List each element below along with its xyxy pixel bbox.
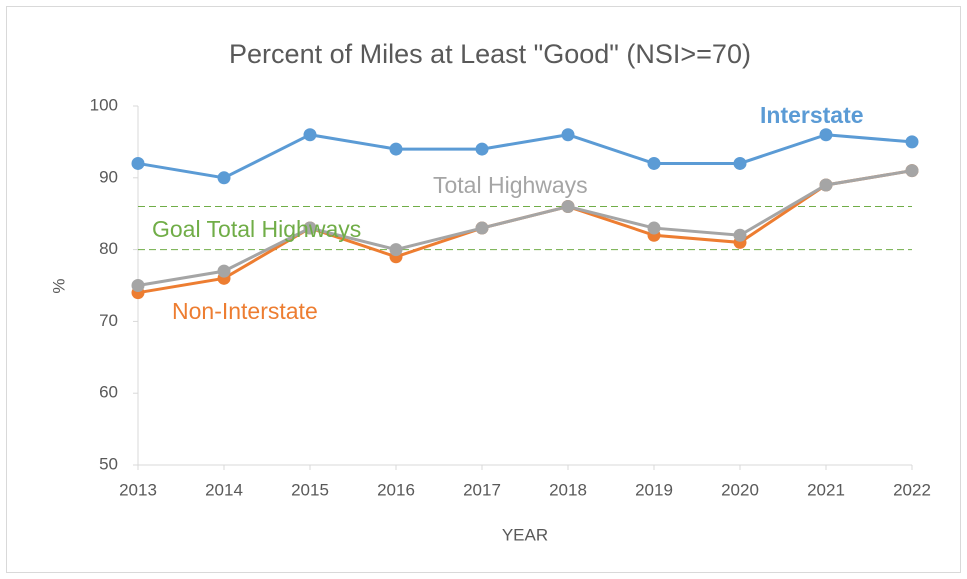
x-tick-label: 2019 (635, 480, 673, 499)
point (131, 156, 145, 170)
point (389, 142, 403, 156)
x-tick-label: 2020 (721, 480, 759, 499)
x-tick-label: 2018 (549, 480, 587, 499)
point (561, 200, 575, 214)
y-axis-label: % (49, 278, 68, 293)
series-line (137, 169, 913, 287)
annotation: Non-Interstate (172, 298, 318, 324)
x-tick-label: 2022 (893, 480, 931, 499)
point (475, 221, 489, 235)
point (131, 279, 145, 292)
point (905, 164, 919, 178)
point (475, 142, 489, 156)
point (303, 128, 317, 142)
point (647, 221, 661, 235)
point (217, 264, 231, 278)
point (819, 128, 833, 142)
point (647, 156, 661, 170)
point (905, 135, 919, 149)
x-axis-label: YEAR (502, 525, 548, 544)
annotation: Total Highways (433, 172, 588, 198)
chart-title: Percent of Miles at Least "Good" (NSI>=7… (229, 39, 751, 69)
y-tick-label: 50 (99, 454, 118, 473)
x-tick-label: 2015 (291, 480, 329, 499)
x-tick-label: 2013 (119, 480, 157, 499)
y-tick-label: 60 (99, 383, 118, 402)
point (217, 171, 231, 185)
annotation: Goal Total Highways (152, 216, 361, 242)
y-tick-label: 100 (90, 95, 118, 114)
point (561, 128, 575, 142)
point (303, 221, 317, 235)
annotation: Interstate (760, 102, 864, 128)
y-tick-label: 70 (99, 311, 118, 330)
point (733, 156, 747, 170)
x-tick-label: 2016 (377, 480, 415, 499)
point (389, 243, 403, 257)
x-tick-label: 2014 (205, 480, 243, 499)
x-tick-label: 2017 (463, 480, 501, 499)
point (733, 228, 747, 242)
point (819, 178, 833, 192)
y-tick-label: 80 (99, 239, 118, 258)
series-line (137, 133, 913, 180)
y-tick-label: 90 (99, 167, 118, 186)
x-tick-label: 2021 (807, 480, 845, 499)
